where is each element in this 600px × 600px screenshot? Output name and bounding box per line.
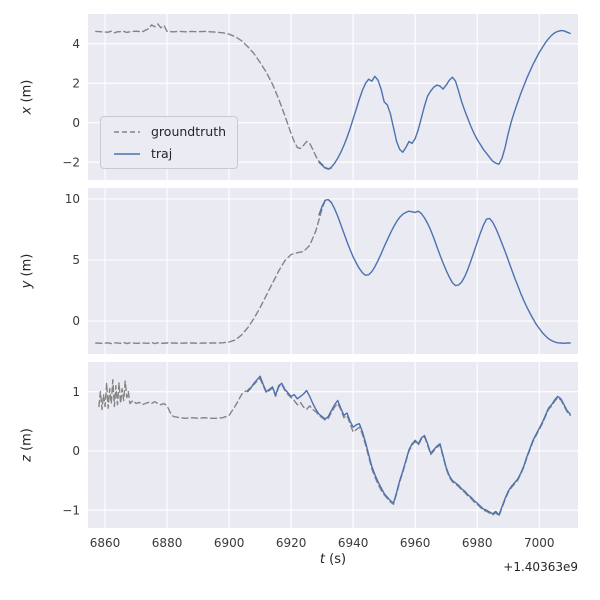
y-tick-label: 4 — [72, 37, 80, 51]
y-tick-label: 2 — [72, 76, 80, 90]
series-traj — [318, 29, 571, 170]
y-tick-label: −2 — [62, 155, 80, 169]
y-tick-label: −1 — [62, 503, 80, 517]
x-tick-label: 6960 — [400, 536, 431, 550]
y-tick-label: 5 — [72, 253, 80, 267]
series-group — [98, 375, 571, 517]
subplot-y: 0 5 10 — [65, 188, 578, 354]
series-groundtruth — [95, 23, 333, 170]
series-traj — [247, 375, 571, 516]
axis-label-unit: (m) — [19, 253, 35, 281]
solid-line-swatch — [114, 152, 140, 155]
axes-background — [88, 188, 578, 354]
axis-label-variable: z — [19, 455, 35, 462]
axis-label-variable: y — [19, 280, 35, 289]
x-tick-labels: 6860 6880 6900 6920 6940 6960 6980 7000 — [90, 536, 555, 550]
series-groundtruth — [98, 377, 571, 517]
x-tick-label: 6940 — [338, 536, 369, 550]
x-tick-label: 6880 — [152, 536, 183, 550]
axis-label-unit: (s) — [325, 552, 347, 567]
y-axis-label-y: y (m) — [20, 254, 35, 289]
x-tick-label: 6900 — [214, 536, 245, 550]
axis-label-variable: x — [19, 106, 35, 115]
legend-item-groundtruth: groundtruth — [112, 124, 226, 139]
y-tick-label: 0 — [72, 314, 80, 328]
series-group — [95, 23, 571, 170]
y-tick-labels: 0 5 10 — [65, 192, 80, 328]
axis-label-unit: (m) — [19, 79, 35, 107]
axis-label-unit: (m) — [19, 428, 35, 456]
legend-label-groundtruth: groundtruth — [151, 124, 227, 139]
gridlines — [88, 188, 578, 354]
axis-label-variable: t — [319, 552, 326, 567]
axes-background — [88, 362, 578, 528]
x-tick-label: 6860 — [90, 536, 121, 550]
x-axis-title: t (s) — [320, 552, 346, 567]
gridlines — [88, 362, 578, 528]
y-tick-label: 1 — [72, 385, 80, 399]
legend-item-traj: traj — [112, 146, 226, 161]
y-tick-label: 0 — [72, 116, 80, 130]
y-tick-labels: −1 0 1 — [62, 385, 80, 518]
legend-label-traj: traj — [151, 146, 173, 161]
series-groundtruth — [95, 198, 333, 345]
y-tick-label: 10 — [65, 192, 80, 206]
x-tick-label: 6920 — [276, 536, 307, 550]
series-traj — [318, 198, 571, 344]
y-axis-label-x: x (m) — [20, 80, 35, 115]
legend: groundtruth traj — [100, 116, 239, 169]
y-tick-labels: −2 0 2 4 — [62, 37, 80, 170]
x-axis-offset-text: +1.40363e9 — [503, 560, 578, 574]
series-group — [95, 198, 571, 345]
x-tick-label: 7000 — [524, 536, 555, 550]
subplot-z: −1 0 1 6860 6880 6900 6920 6940 6960 6980 7000 — [62, 362, 578, 550]
x-tick-label: 6980 — [462, 536, 493, 550]
y-tick-label: 0 — [72, 444, 80, 458]
dashed-line-swatch — [114, 130, 140, 133]
y-axis-label-z: z (m) — [20, 428, 35, 462]
